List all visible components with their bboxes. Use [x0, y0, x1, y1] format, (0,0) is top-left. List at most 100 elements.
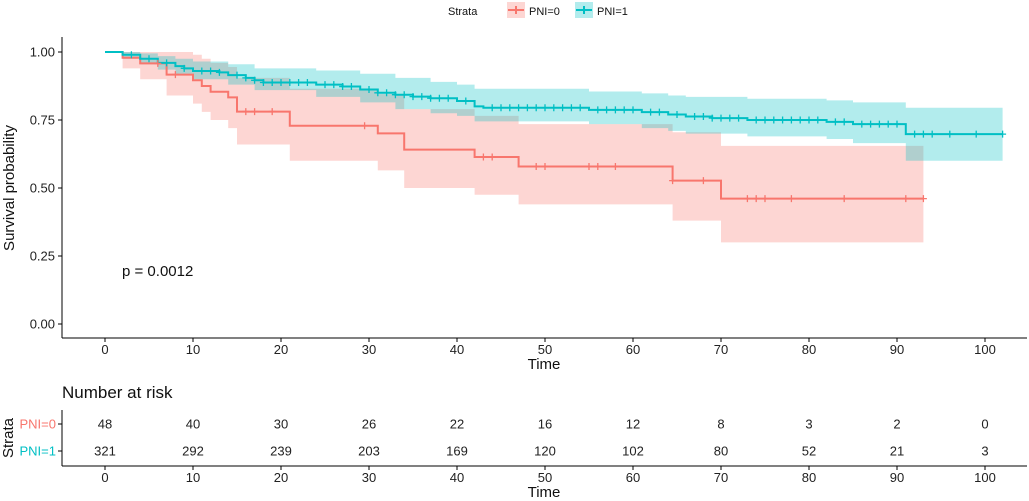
censor-mark-pni-1: [805, 116, 813, 124]
x-tick-label: 60: [626, 342, 640, 357]
censor-mark-pni-1: [655, 108, 663, 116]
censor-mark-pni-1: [787, 116, 795, 124]
censor-mark-pni-1: [708, 114, 716, 122]
censor-mark-pni-1: [779, 116, 787, 124]
plot-area: 0 10 20 30 40 50 60 70 80 90 100 0.00 0.25 0.50 0.75 1…: [1, 37, 1027, 373]
censor-mark-pni-1: [831, 118, 839, 126]
censor-mark-pni-1: [770, 116, 778, 124]
censor-mark-pni-1: [427, 94, 435, 102]
x-tick-label: 40: [450, 342, 464, 357]
censor-mark-pni-1: [268, 78, 276, 86]
risk-count-pni-1: 80: [714, 444, 728, 459]
censor-mark-pni-0: [251, 108, 259, 116]
risk-count-pni-1: 102: [622, 444, 644, 459]
censor-mark-pni-1: [286, 78, 294, 86]
censor-mark-pni-1: [409, 93, 417, 101]
y-tick-label: 1.00: [30, 45, 55, 60]
x-tick-label: 90: [890, 342, 904, 357]
censor-mark-pni-1: [444, 94, 452, 102]
legend-swatch-pni-1: [576, 6, 592, 14]
legend-label-pni-0: PNI=0: [529, 6, 560, 18]
censor-mark-pni-1: [418, 93, 426, 101]
censor-mark-pni-1: [647, 108, 655, 116]
censor-mark-pni-1: [999, 130, 1007, 138]
risk-count-pni-0: 16: [538, 417, 552, 432]
censor-mark-pni-1: [893, 120, 901, 128]
censor-mark-pni-1: [497, 104, 505, 112]
risk-x-tick-label: 0: [101, 470, 108, 485]
censor-mark-pni-1: [383, 89, 391, 97]
risk-x-tick-label: 10: [186, 470, 200, 485]
risk-count-pni-0: 48: [98, 417, 112, 432]
censor-mark-pni-0: [242, 108, 250, 116]
censor-mark-pni-0: [268, 108, 276, 116]
censor-mark-pni-1: [339, 83, 347, 91]
risk-count-pni-1: 120: [534, 444, 556, 459]
censor-mark-pni-0: [171, 71, 179, 79]
censor-mark-pni-0: [787, 195, 795, 203]
censor-mark-pni-1: [259, 78, 267, 86]
censor-mark-pni-1: [550, 104, 558, 112]
censor-mark-pni-0: [752, 195, 760, 203]
risk-x-tick-label: 50: [538, 470, 552, 485]
risk-x-tick-label: 70: [714, 470, 728, 485]
censor-mark-pni-1: [875, 120, 883, 128]
censor-mark-pni-0: [840, 195, 848, 203]
risk-count-pni-0: 12: [626, 417, 640, 432]
risk-count-pni-0: 0: [981, 417, 988, 432]
censor-mark-pni-1: [594, 106, 602, 114]
risk-x-tick-label: 60: [626, 470, 640, 485]
censor-mark-pni-1: [303, 78, 311, 86]
risk-count-pni-1: 321: [94, 444, 116, 459]
censor-mark-pni-1: [295, 78, 303, 86]
censor-mark-pni-1: [717, 114, 725, 122]
censor-mark-pni-1: [567, 104, 575, 112]
censor-mark-pni-1: [911, 130, 919, 138]
risk-x-tick-label: 20: [274, 470, 288, 485]
y-tick-label: 0.50: [30, 181, 55, 196]
censor-mark-pni-1: [691, 112, 699, 120]
censor-mark-pni-1: [735, 114, 743, 122]
censor-mark-pni-1: [488, 104, 496, 112]
risk-count-pni-1: 203: [358, 444, 380, 459]
risk-x-tick-label: 80: [802, 470, 816, 485]
risk-x-tick-label: 90: [890, 470, 904, 485]
legend: Strata PNI=0 PNI=1: [448, 2, 628, 18]
risk-count-pni-0: 26: [362, 417, 376, 432]
censor-mark-pni-1: [233, 71, 241, 79]
censor-mark-pni-1: [919, 130, 927, 138]
x-tick-label: 30: [362, 342, 376, 357]
censor-mark-pni-1: [198, 67, 206, 75]
risk-table: Number at risk Strata PNI=0 48 40 30 26 22 16 1…: [0, 383, 1027, 501]
censor-mark-pni-1: [559, 104, 567, 112]
y-tick-label: 0.75: [30, 113, 55, 128]
risk-count-pni-1: 52: [802, 444, 816, 459]
censor-mark-pni-1: [242, 74, 250, 82]
censor-mark-pni-0: [479, 153, 487, 161]
p-value-annotation: p = 0.0012: [122, 263, 193, 280]
risk-x-tick-label: 100: [974, 470, 996, 485]
censor-mark-pni-1: [277, 78, 285, 86]
censor-mark-pni-0: [669, 177, 677, 185]
censor-mark-pni-1: [515, 104, 523, 112]
censor-mark-pni-1: [884, 120, 892, 128]
censor-mark-pni-1: [629, 106, 637, 114]
censor-mark-pni-1: [207, 67, 215, 75]
censor-mark-pni-1: [620, 106, 628, 114]
y-tick-label: 0.00: [30, 317, 55, 332]
censor-mark-pni-1: [867, 120, 875, 128]
censor-mark-pni-0: [902, 195, 910, 203]
x-axis-label: Time: [528, 356, 561, 373]
censor-mark-pni-1: [761, 116, 769, 124]
censor-mark-pni-0: [594, 163, 602, 171]
x-tick-label: 70: [714, 342, 728, 357]
censor-mark-pni-0: [699, 177, 707, 185]
censor-mark-pni-1: [145, 55, 153, 63]
censor-mark-pni-1: [163, 59, 171, 67]
censor-mark-pni-1: [347, 83, 355, 91]
censor-mark-pni-1: [611, 106, 619, 114]
risk-count-pni-0: 30: [274, 417, 288, 432]
censor-mark-pni-1: [400, 91, 408, 99]
legend-title: Strata: [448, 6, 478, 18]
